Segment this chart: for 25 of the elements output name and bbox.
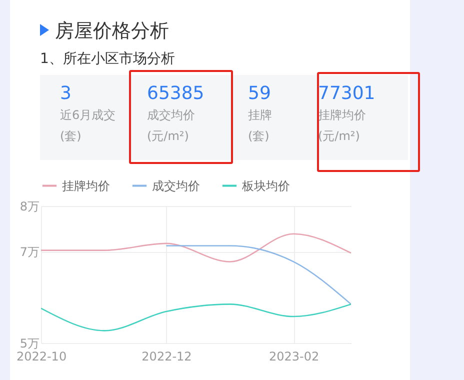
- legend-label: 挂牌均价: [62, 178, 110, 193]
- chart-title: 房屋价格分析: [55, 19, 169, 44]
- text: 59: [248, 83, 271, 104]
- text: 77301: [318, 83, 376, 104]
- y-tick-label: 5万: [20, 336, 40, 350]
- text: 挂牌: [248, 108, 272, 122]
- text: 65385: [147, 83, 206, 104]
- text: (套): [60, 128, 82, 145]
- text: 近6月成交: [60, 107, 117, 124]
- x-tick-label: 2022-10: [16, 350, 67, 364]
- x-tick-label: 2022-12: [142, 350, 192, 364]
- text: 3: [60, 83, 72, 104]
- legend-label: 板块均价: [241, 178, 290, 193]
- text: (元/m²): [318, 128, 361, 145]
- chart-subtitle: 1、所在小区市场分析: [40, 50, 175, 68]
- text: 成交均价: [147, 107, 196, 124]
- line-series: [41, 233, 351, 262]
- legend-label: 成交均价: [152, 178, 200, 193]
- y-tick-label: 7万: [20, 245, 40, 260]
- text: 挂牌均价: [318, 107, 367, 124]
- text: (元/m²): [147, 128, 190, 145]
- text: (套): [248, 129, 270, 143]
- x-tick-label: 2023-02: [268, 350, 320, 364]
- y-tick-label: 8万: [20, 200, 40, 214]
- line-series: [41, 304, 351, 332]
